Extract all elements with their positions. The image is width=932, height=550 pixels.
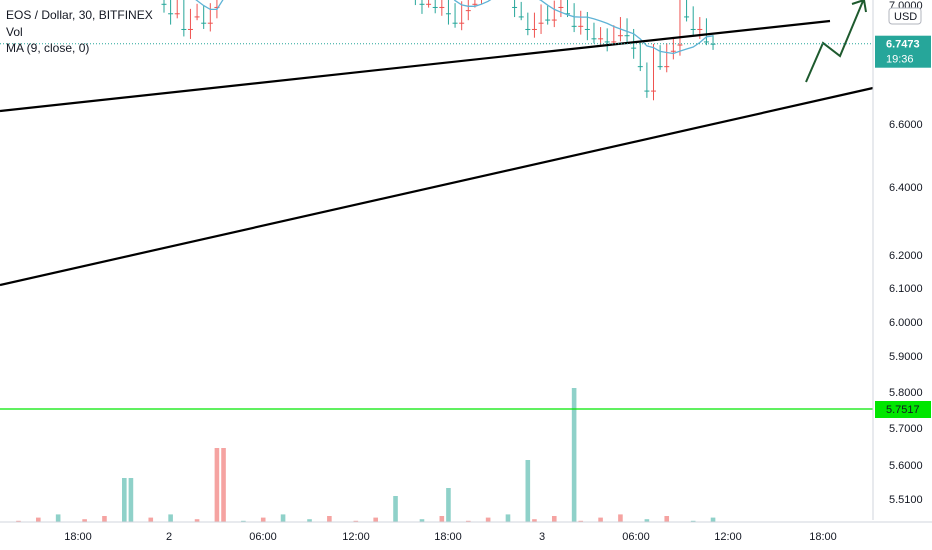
- projection-arrow: [805, 0, 864, 83]
- time-tick-label: 3: [539, 531, 545, 543]
- price-tick-label: 5.9000: [889, 351, 923, 363]
- candle-body: [545, 19, 551, 21]
- candle-body: [703, 41, 709, 43]
- current-price-value: 6.7473: [886, 39, 920, 51]
- drawings: [0, 0, 874, 410]
- candle-body: [598, 38, 604, 40]
- candle-body: [697, 28, 703, 30]
- candle-body: [677, 44, 683, 46]
- candle-body: [710, 43, 716, 45]
- candle-body: [651, 90, 657, 92]
- candle-body: [161, 3, 167, 5]
- price-tick-label: 6.1000: [889, 283, 923, 295]
- volume-bar: [571, 388, 577, 548]
- price-tick-label: 6.0000: [889, 317, 923, 329]
- candle-body: [472, 3, 478, 5]
- candle-body: [611, 41, 617, 43]
- time-tick-label: 06:00: [622, 531, 650, 543]
- candles: [161, 0, 716, 101]
- time-axis[interactable]: 18:00 2 06:00 12:00 18:00 3 06:00 12:00 18:00: [0, 521, 932, 550]
- candle-body: [684, 16, 690, 18]
- lower-trendline: [0, 86, 874, 287]
- time-tick-label: 2: [166, 531, 172, 543]
- level-price-value: 5.7517: [886, 404, 920, 416]
- price-tick-label: 5.6000: [889, 460, 923, 472]
- chart-legend: EOS / Dollar, 30, BITFINEX Vol MA (9, cl…: [6, 7, 153, 57]
- candle-body: [538, 22, 544, 24]
- moving-average: [195, 0, 714, 55]
- current-price-tag: [875, 35, 931, 68]
- candle-body: [571, 25, 577, 27]
- time-tick-label: 18:00: [434, 531, 462, 543]
- candle-body: [465, 10, 471, 12]
- candle-body: [187, 28, 193, 30]
- volume-bar: [221, 448, 226, 548]
- ma-line: [195, 0, 714, 55]
- candle-body: [664, 66, 670, 68]
- level-price-tag: [875, 401, 931, 418]
- candle-body: [207, 22, 213, 24]
- candle-body: [459, 22, 465, 24]
- candle-body: [181, 28, 187, 30]
- price-tick-label: 5.7000: [889, 423, 923, 435]
- volume-indicator-label[interactable]: Vol: [6, 24, 23, 39]
- currency-label: USD: [894, 11, 917, 23]
- candle-body: [432, 6, 438, 8]
- candle-body: [578, 25, 584, 27]
- volume-bar: [525, 460, 531, 548]
- price-tick-label: 5.8000: [889, 387, 923, 399]
- price-tick-label: 5.5100: [889, 494, 923, 506]
- candle-body: [445, 13, 451, 15]
- candle-body: [512, 6, 518, 8]
- volume-bar: [446, 488, 451, 548]
- candle-body: [558, 6, 564, 8]
- candle-body: [452, 22, 458, 24]
- candle-body: [551, 19, 557, 21]
- candle-body: [426, 3, 432, 5]
- price-tick-label: 6.4000: [889, 182, 923, 194]
- candle-body: [604, 41, 610, 43]
- candle-body: [174, 13, 180, 15]
- time-axis-bg: [0, 522, 873, 550]
- candle-body: [214, 6, 220, 8]
- symbol-title[interactable]: EOS / Dollar, 30, BITFINEX: [6, 8, 153, 22]
- candle-body: [670, 50, 676, 52]
- time-tick-label: 18:00: [809, 531, 837, 543]
- candle-body: [565, 13, 571, 15]
- candle-body: [194, 16, 200, 18]
- time-tick-label: 12:00: [342, 531, 370, 543]
- time-tick-label: 06:00: [249, 531, 277, 543]
- time-tick-label: 18:00: [64, 531, 92, 543]
- candle-body: [644, 90, 650, 92]
- candle-body: [518, 16, 524, 18]
- volume-bar: [122, 478, 127, 548]
- currency-badge[interactable]: [888, 7, 922, 25]
- candle-body: [531, 28, 537, 30]
- candle-body: [631, 47, 637, 49]
- time-tick-label: 12:00: [714, 531, 742, 543]
- candle-body: [584, 28, 590, 30]
- candle-body: [439, 6, 445, 8]
- ma-indicator-label[interactable]: MA (9, close, 0): [6, 41, 90, 55]
- candle-body: [201, 22, 207, 24]
- volume-bar: [214, 448, 220, 548]
- bar-countdown: 19:36: [886, 54, 914, 66]
- candle-body: [657, 66, 663, 68]
- candle-body: [637, 66, 643, 68]
- price-axis-bg: [873, 0, 932, 550]
- volume-bar: [128, 478, 134, 548]
- upper-trendline: [0, 19, 831, 113]
- candle-body: [591, 38, 597, 40]
- candle-body: [419, 3, 425, 5]
- candle-body: [168, 13, 174, 15]
- projection-arrowhead: [851, 0, 867, 13]
- candle-body: [617, 35, 623, 37]
- candle-body: [690, 28, 696, 30]
- candle-body: [525, 28, 531, 30]
- price-axis[interactable]: 7.00006.80006.60006.40006.20006.10006.00…: [872, 0, 932, 550]
- price-tick-label: 6.6000: [889, 119, 923, 131]
- candle-body: [624, 35, 630, 37]
- price-tick-label: 6.2000: [889, 250, 923, 262]
